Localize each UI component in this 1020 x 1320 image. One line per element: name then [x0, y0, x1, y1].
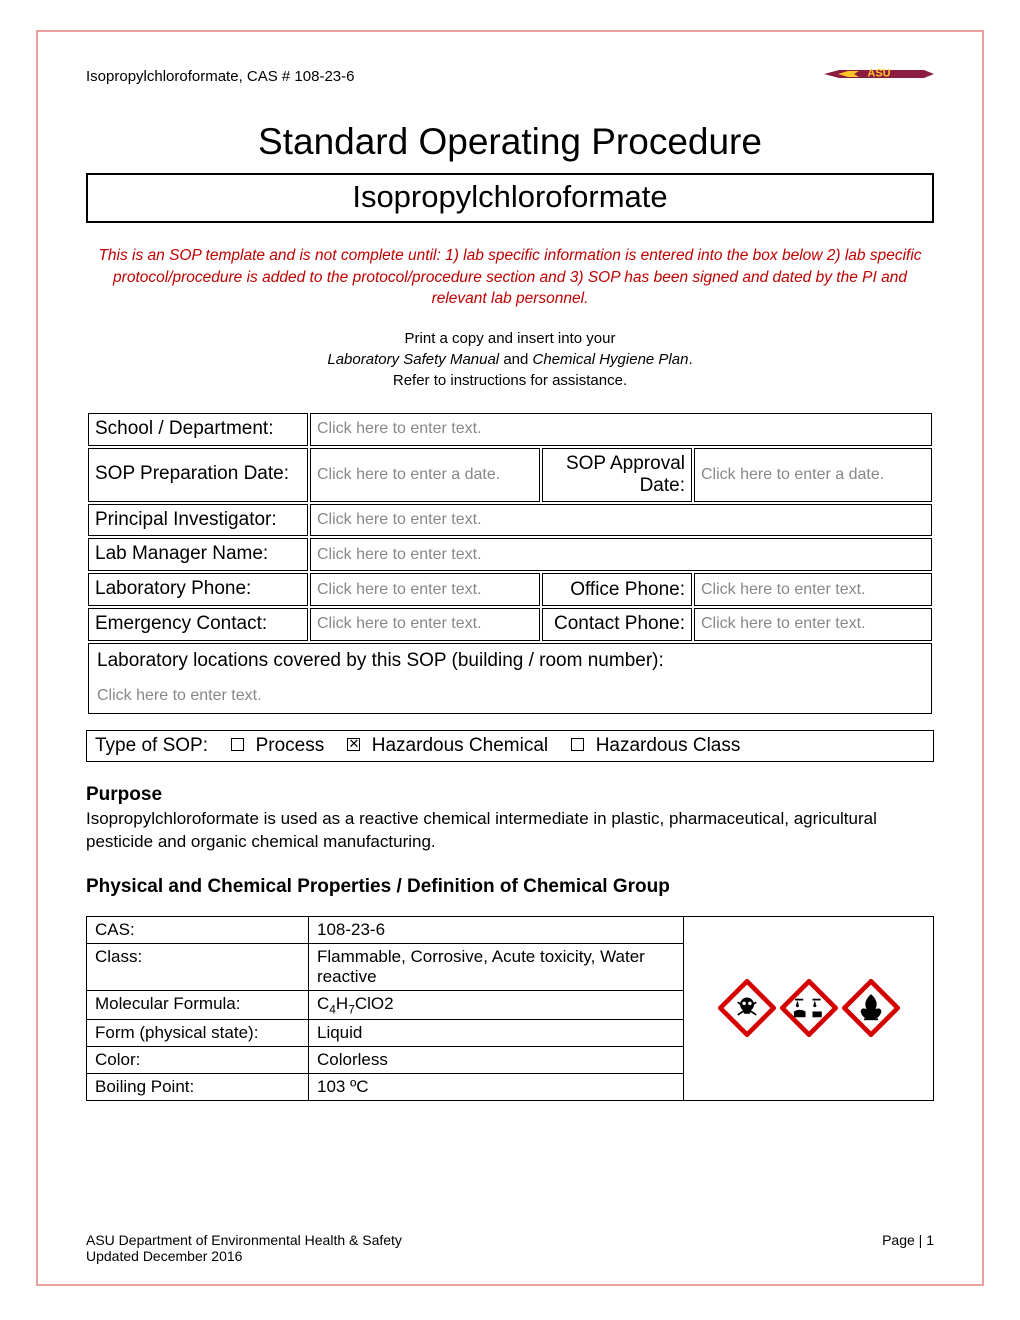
label-lab-manager: Lab Manager Name:	[88, 538, 308, 571]
input-office-phone[interactable]: Click here to enter text.	[694, 573, 932, 606]
row-locations: Laboratory locations covered by this SOP…	[88, 643, 932, 714]
template-warning: This is an SOP template and is not compl…	[86, 245, 934, 310]
svg-text:ASU: ASU	[867, 68, 890, 80]
label-emergency: Emergency Contact:	[88, 608, 308, 641]
checkbox-process[interactable]	[231, 738, 244, 751]
properties-table: CAS:108-23-6 Class:Flammable, Corrosive,…	[86, 916, 684, 1101]
label-pi: Principal Investigator:	[88, 504, 308, 537]
row-lab-phone: Laboratory Phone: Click here to enter te…	[88, 573, 932, 606]
prop-row-class: Class:Flammable, Corrosive, Acute toxici…	[87, 943, 684, 990]
input-prep-date[interactable]: Click here to enter a date.	[310, 448, 540, 502]
input-locations[interactable]: Click here to enter text.	[97, 687, 262, 704]
option-hazchem: Hazardous Chemical	[372, 735, 548, 756]
prop-row-bp: Boiling Point:103 ºC	[87, 1074, 684, 1101]
sop-type-row: Type of SOP: Process Hazardous Chemical …	[86, 730, 934, 762]
chemical-subtitle: Isopropylchloroformate	[86, 173, 934, 223]
ghs-skull-icon	[718, 979, 776, 1037]
purpose-heading: Purpose	[86, 784, 934, 806]
label-office-phone: Office Phone:	[542, 573, 692, 606]
pictograms-cell	[684, 916, 934, 1101]
header-chemical-line: Isopropylchloroformate, CAS # 108-23-6	[86, 68, 354, 85]
page-footer: ASU Department of Environmental Health &…	[86, 1232, 934, 1264]
input-lab-manager[interactable]: Click here to enter text.	[310, 538, 932, 571]
prop-row-cas: CAS:108-23-6	[87, 916, 684, 943]
row-emergency: Emergency Contact: Click here to enter t…	[88, 608, 932, 641]
row-school: School / Department: Click here to enter…	[88, 413, 932, 446]
label-locations: Laboratory locations covered by this SOP…	[97, 650, 923, 672]
prop-row-form: Form (physical state):Liquid	[87, 1020, 684, 1047]
sop-type-label: Type of SOP:	[95, 735, 208, 756]
input-contact-phone[interactable]: Click here to enter text.	[694, 608, 932, 641]
formula-cell: C4H7ClO2	[309, 990, 684, 1019]
instruction-text: Print a copy and insert into your Labora…	[86, 328, 934, 391]
input-approval-date[interactable]: Click here to enter a date.	[694, 448, 932, 502]
footer-org: ASU Department of Environmental Health &…	[86, 1232, 402, 1248]
label-lab-phone: Laboratory Phone:	[88, 573, 308, 606]
row-lab-manager: Lab Manager Name: Click here to enter te…	[88, 538, 932, 571]
row-pi: Principal Investigator: Click here to en…	[88, 504, 932, 537]
purpose-text: Isopropylchloroformate is used as a reac…	[86, 808, 934, 854]
prop-row-color: Color:Colorless	[87, 1047, 684, 1074]
prop-row-formula: Molecular Formula:C4H7ClO2	[87, 990, 684, 1019]
option-process: Process	[256, 735, 325, 756]
asu-logo: ASU	[824, 60, 934, 93]
label-approval-date: SOP Approval Date:	[542, 448, 692, 502]
label-contact-phone: Contact Phone:	[542, 608, 692, 641]
properties-heading: Physical and Chemical Properties / Defin…	[86, 876, 934, 898]
label-school: School / Department:	[88, 413, 308, 446]
ghs-corrosion-icon	[780, 979, 838, 1037]
page-title: Standard Operating Procedure	[86, 121, 934, 163]
checkbox-hazchem[interactable]	[347, 738, 360, 751]
input-school[interactable]: Click here to enter text.	[310, 413, 932, 446]
ghs-flame-icon	[842, 979, 900, 1037]
footer-page-number: Page | 1	[882, 1232, 934, 1264]
label-prep-date: SOP Preparation Date:	[88, 448, 308, 502]
option-hazclass: Hazardous Class	[596, 735, 741, 756]
input-lab-phone[interactable]: Click here to enter text.	[310, 573, 540, 606]
input-emergency[interactable]: Click here to enter text.	[310, 608, 540, 641]
row-dates: SOP Preparation Date: Click here to ente…	[88, 448, 932, 502]
footer-updated: Updated December 2016	[86, 1248, 402, 1264]
input-pi[interactable]: Click here to enter text.	[310, 504, 932, 537]
info-table: School / Department: Click here to enter…	[86, 411, 934, 716]
checkbox-hazclass[interactable]	[571, 738, 584, 751]
